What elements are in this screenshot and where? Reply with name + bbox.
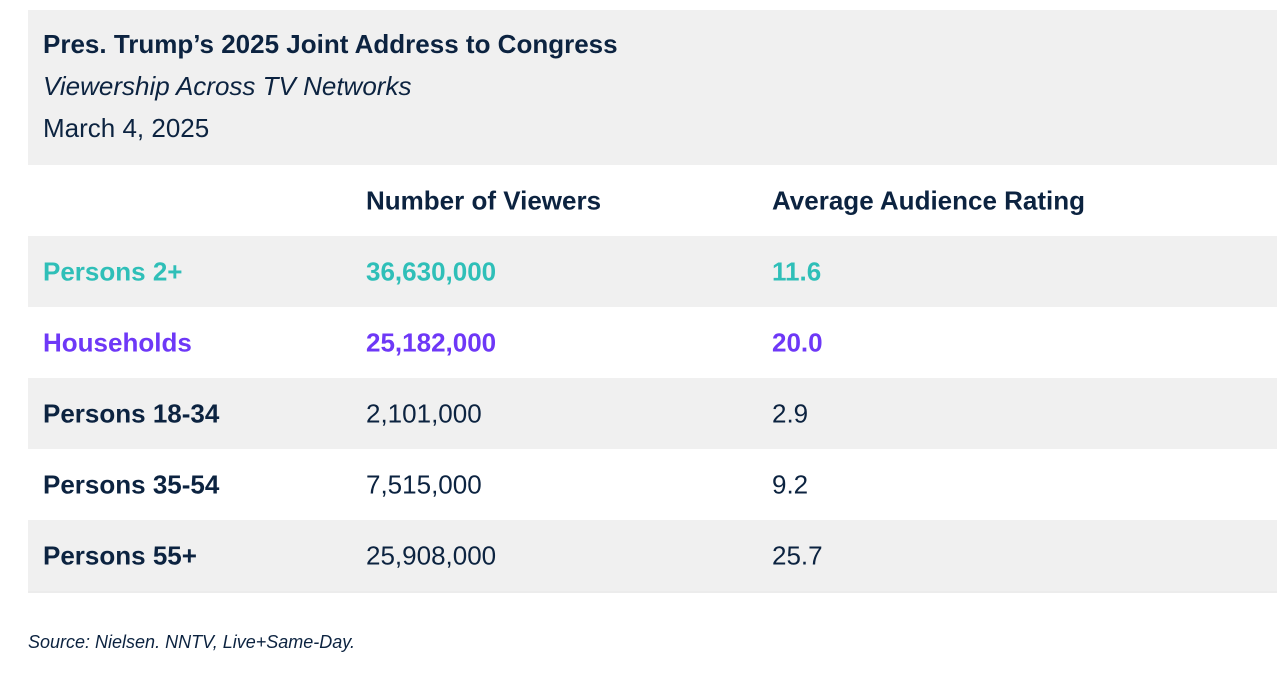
column-header-viewers: Number of Viewers — [366, 185, 602, 215]
table-bottom-divider — [28, 591, 1277, 593]
column-header-rating: Average Audience Rating — [772, 185, 1086, 215]
row-label: Persons 18-34 — [43, 398, 220, 428]
table-title: Pres. Trump’s 2025 Joint Address to Cong… — [43, 29, 618, 59]
rating-value: 11.6 — [772, 256, 822, 286]
viewers-value: 36,630,000 — [366, 256, 497, 286]
rating-value: 2.9 — [772, 398, 809, 428]
table-row: Households 25,182,000 20.0 — [28, 307, 1277, 378]
viewership-table: Pres. Trump’s 2025 Joint Address to Cong… — [28, 10, 1277, 593]
source-note: Source: Nielsen. NNTV, Live+Same-Day. — [28, 632, 355, 652]
row-label: Persons 2+ — [43, 256, 183, 286]
table-row: Persons 55+ 25,908,000 25.7 — [28, 520, 1277, 591]
table-date: March 4, 2025 — [43, 113, 210, 143]
row-label: Persons 35-54 — [43, 469, 220, 499]
table-subtitle: Viewership Across TV Networks — [43, 71, 412, 101]
viewers-value: 2,101,000 — [366, 398, 482, 428]
rating-value: 9.2 — [772, 469, 809, 499]
table-row: Persons 18-34 2,101,000 2.9 — [28, 378, 1277, 449]
table-row: Persons 35-54 7,515,000 9.2 — [28, 449, 1277, 520]
row-label: Households — [43, 327, 192, 357]
rating-value: 20.0 — [772, 327, 823, 357]
table-row: Persons 2+ 36,630,000 11.6 — [28, 236, 1277, 307]
table-header-band: Pres. Trump’s 2025 Joint Address to Cong… — [28, 10, 1277, 165]
column-header-row: Number of Viewers Average Audience Ratin… — [28, 165, 1277, 236]
viewers-value: 25,182,000 — [366, 327, 497, 357]
rating-value: 25.7 — [772, 540, 823, 570]
row-label: Persons 55+ — [43, 540, 197, 570]
viewers-value: 25,908,000 — [366, 540, 497, 570]
viewers-value: 7,515,000 — [366, 469, 482, 499]
